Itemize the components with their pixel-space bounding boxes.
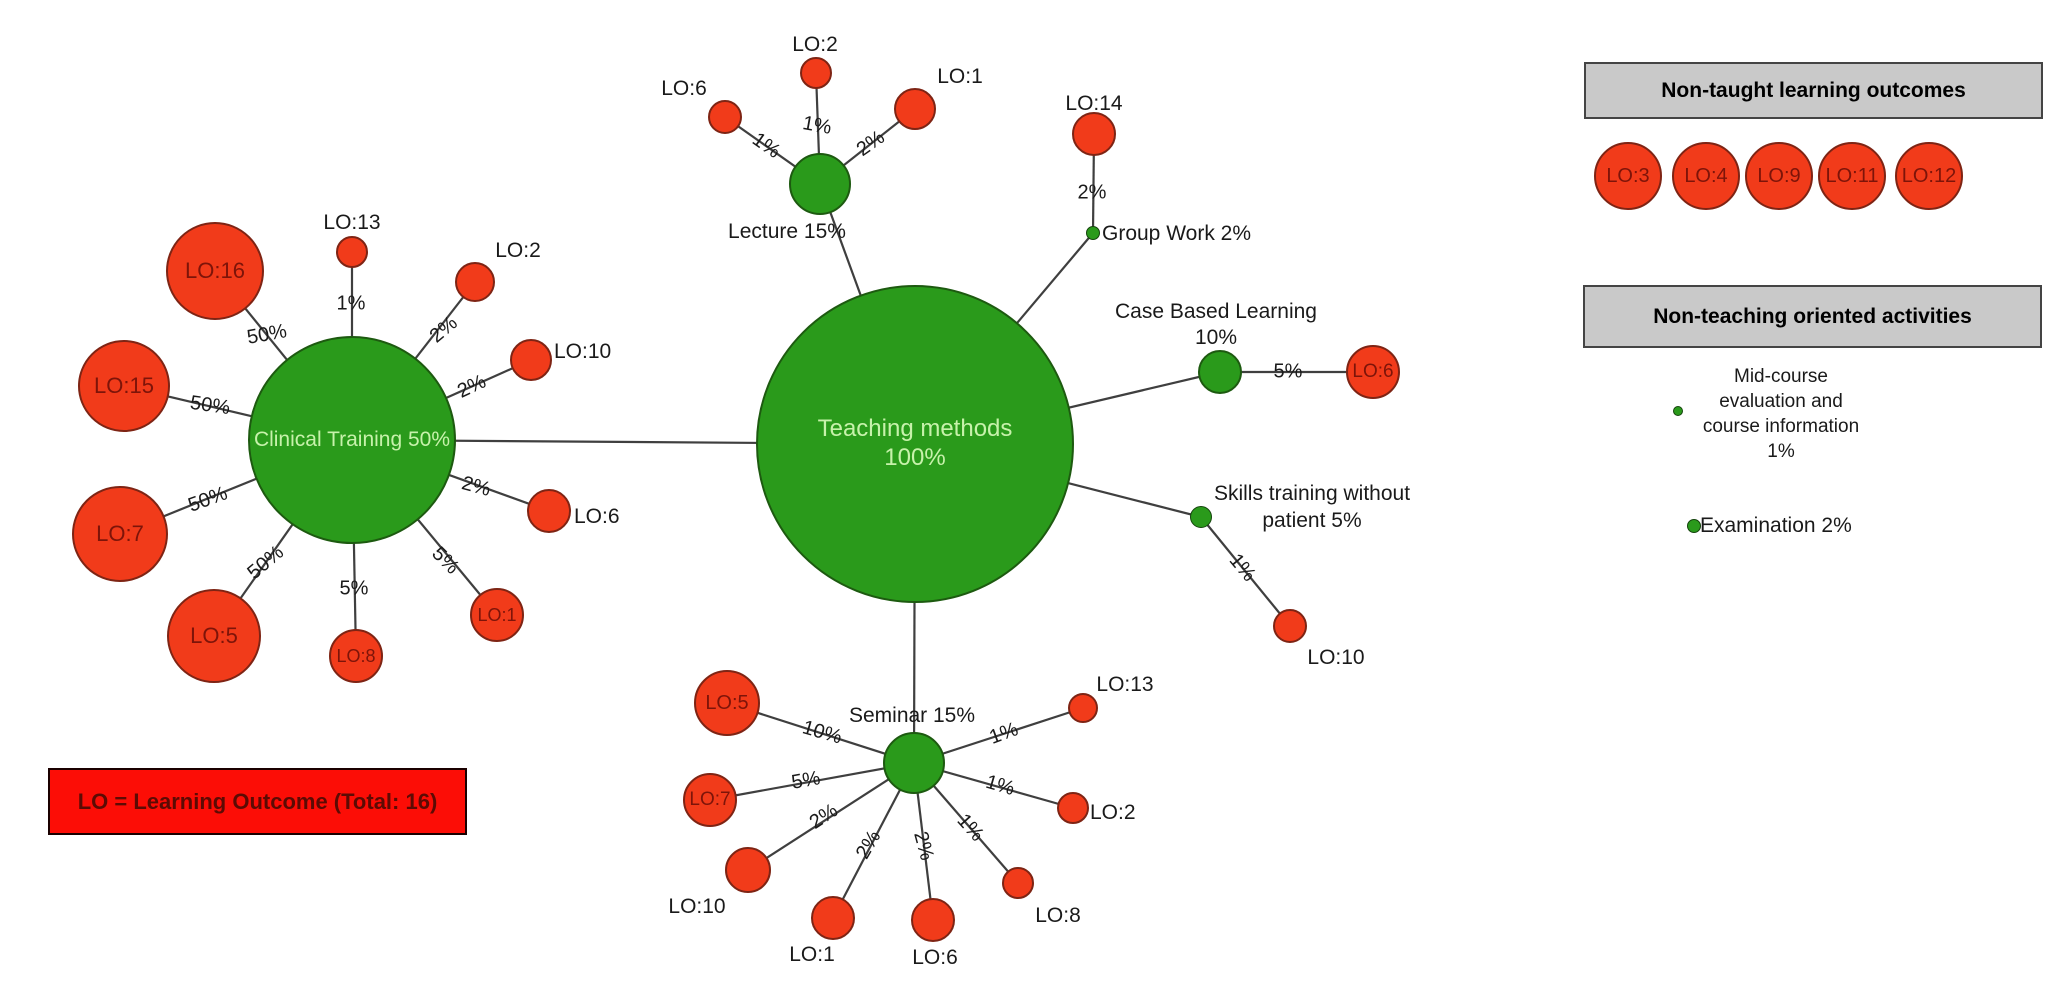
clinical-node-lo5: LO:5 [167,589,261,683]
clinical-node-lo8: LO:8 [329,629,383,683]
lecture-lo2-pct: 1% [800,112,834,139]
skills-training-dot [1190,506,1212,528]
teaching-methods-hub: Teaching methods 100% [756,285,1074,603]
seminar-node-lo7: LO:7 [683,773,737,827]
seminar-node-lo6 [911,898,955,942]
clinical-node-lo2 [455,262,495,302]
casebased-node-lo6: LO:6 [1346,345,1400,399]
clinical-lo10-label: LO:10 [554,340,612,363]
lecture-lo2-label: LO:2 [792,33,838,56]
teaching-methods-label: Teaching methods 100% [817,415,1013,471]
lecture-node-lo1 [894,88,936,130]
clinical-lo8-pct: 5% [339,577,369,600]
seminar-node-lo1 [811,896,855,940]
lecture-hub [789,153,851,215]
seminar-lo6-label: LO:6 [912,946,958,969]
seminar-node-lo13 [1068,693,1098,723]
clinical-node-lo7: LO:7 [72,486,168,582]
edge-skills-lo10 [1200,516,1291,627]
seminar-hub [883,732,945,794]
clinical-lo2-label: LO:2 [495,239,541,262]
examination-dot [1687,519,1701,533]
lecture-node-lo2 [800,57,832,89]
groupwork-lo14-label: LO:14 [1065,92,1123,115]
seminar-node-lo10 [725,847,771,893]
case-based-hub [1198,350,1242,394]
seminar-lo1-label: LO:1 [789,943,835,966]
legend-text: LO = Learning Outcome (Total: 16) [77,788,438,814]
clinical-lo13-label: LO:13 [323,211,381,234]
clinical-training-label: Clinical Training 50% [253,428,451,452]
non-taught-panel-title: Non-taught learning outcomes [1584,62,2043,119]
clinical-node-lo15: LO:15 [78,340,170,432]
non-taught-node-lo9: LO:9 [1745,142,1813,210]
lecture-node-lo6 [708,100,742,134]
clinical-node-lo10 [510,339,552,381]
clinical-node-lo6 [527,489,571,533]
edge-seminar-lo7 [709,761,915,802]
seminar-lo10-label: LO:10 [668,895,726,918]
groupwork-node-lo14 [1072,112,1116,156]
edge-seminar-lo10 [747,762,915,871]
non-teaching-panel-title: Non-teaching oriented activities [1583,285,2042,348]
lecture-hub-label: Lecture 15% [728,220,846,243]
seminar-lo2-label: LO:2 [1090,801,1136,824]
non-taught-node-lo3: LO:3 [1594,142,1662,210]
clinical-node-lo1: LO:1 [470,588,524,642]
clinical-training-hub: Clinical Training 50% [248,336,456,544]
clinical-lo6-label: LO:6 [574,505,620,528]
seminar-hub-label: Seminar 15% [848,704,976,727]
seminar-lo8-label: LO:8 [1035,904,1081,927]
clinical-lo13-pct: 1% [336,292,366,315]
non-taught-node-lo12: LO:12 [1895,142,1963,210]
skills-node-lo10 [1273,609,1307,643]
seminar-node-lo5: LO:5 [694,670,760,736]
seminar-node-lo8 [1002,867,1034,899]
group-work-label: Group Work 2% [1102,222,1251,245]
seminar-node-lo2 [1057,792,1089,824]
legend-box: LO = Learning Outcome (Total: 16) [48,768,467,835]
clinical-node-lo13 [336,236,368,268]
lecture-lo1-label: LO:1 [937,65,983,88]
seminar-lo13-label: LO:13 [1096,673,1154,696]
midcourse-label: Mid-course evaluation and course informa… [1702,366,1860,462]
lecture-lo6-label: LO:6 [661,77,707,100]
skills-lo10-label: LO:10 [1307,646,1365,669]
casebased-lo6-pct: 5% [1273,360,1303,383]
non-taught-node-lo11: LO:11 [1818,142,1886,210]
group-work-dot [1086,226,1100,240]
skills-training-label: Skills training without patient 5% [1213,482,1411,532]
case-based-label: Case Based Learning 10% [1115,300,1317,349]
groupwork-lo14-pct: 2% [1077,181,1107,204]
seminar-lo7-pct: 5% [789,767,823,794]
clinical-node-lo16: LO:16 [166,222,264,320]
non-taught-node-lo4: LO:4 [1672,142,1740,210]
examination-label: Examination 2% [1700,514,1852,537]
midcourse-dot [1673,406,1683,416]
